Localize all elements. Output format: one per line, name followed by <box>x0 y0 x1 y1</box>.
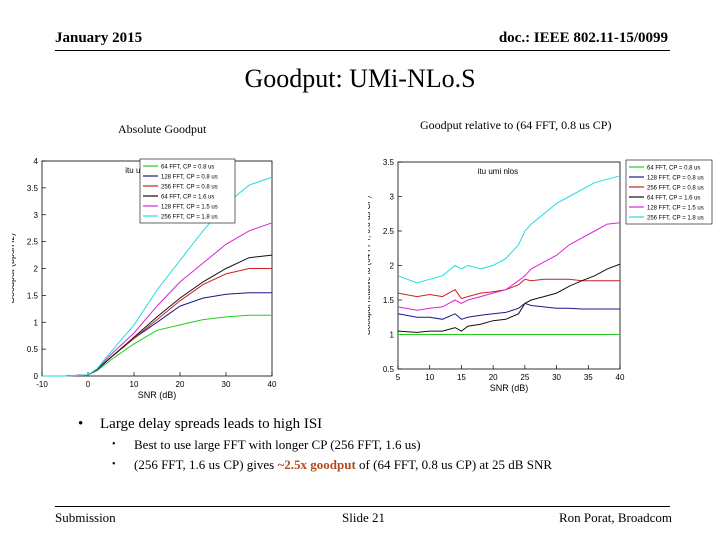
y-tick-label: 3 <box>390 193 395 202</box>
y-axis-label: Goodput relative to (64 FFT, 0.8 us CP) <box>368 195 372 335</box>
bullet-sub-2-text-a: (256 FFT, 1.6 us CP) gives <box>134 457 278 472</box>
legend-entry: 256 FFT, CP = 0.8 us <box>647 186 704 192</box>
x-tick-label: 5 <box>396 373 401 382</box>
series-line <box>397 302 620 320</box>
right-chart-label: Goodput relative to (64 FFT, 0.8 us CP) <box>420 118 612 132</box>
x-tick-label: 20 <box>176 380 185 389</box>
legend-entry: 64 FFT, CP = 1.6 us <box>647 196 700 202</box>
legend-box <box>625 159 713 225</box>
legend-entry: 128 FFT, CP = 1.5 us <box>647 206 704 212</box>
legend-entry: 256 FFT, CP = 1.8 us <box>647 216 704 222</box>
x-axis-label: SNR (dB) <box>138 390 177 400</box>
x-axis-label: SNR (dB) <box>490 383 529 393</box>
y-tick-label: 1.5 <box>27 291 39 300</box>
bullet-sub-2-highlight: ~2.5x goodput <box>277 457 356 472</box>
bullet-marker: • <box>78 416 84 432</box>
y-tick-label: 2.5 <box>383 227 395 236</box>
bullet-main-text: Large delay spreads leads to high ISI <box>100 416 323 432</box>
plot-area <box>397 161 621 370</box>
series-line <box>397 222 621 311</box>
y-tick-label: 3.5 <box>27 184 39 193</box>
y-tick-label: 0.5 <box>27 345 39 354</box>
legend-box <box>139 158 236 224</box>
bullet-main: • Large delay spreads leads to high ISI <box>78 416 552 433</box>
legend-entry: 128 FFT, CP = 0.8 us <box>161 175 218 181</box>
bullet-sub-1-text: Best to use large FFT with longer CP (25… <box>134 437 421 452</box>
legend-entry: 64 FFT, CP = 1.6 us <box>161 195 214 201</box>
bullet-sub-2-text-b: of (64 FFT, 0.8 us CP) at 25 dB SNR <box>355 457 553 472</box>
series-line <box>397 263 621 333</box>
footer-slide-number: Slide 21 <box>342 510 385 525</box>
y-axis-label: Goodput (bps/Hz) <box>12 233 16 304</box>
header-divider <box>55 50 670 51</box>
y-tick-label: 0 <box>34 372 39 381</box>
x-tick-label: -10 <box>36 380 48 389</box>
y-tick-label: 3 <box>34 211 39 220</box>
header-date: January 2015 <box>55 30 143 46</box>
legend-entry: 64 FFT, CP = 0.8 us <box>647 166 700 172</box>
legend-entry: 128 FFT, CP = 0.8 us <box>647 176 704 182</box>
series-line <box>397 175 621 284</box>
bullet-list: • Large delay spreads leads to high ISI … <box>78 416 552 473</box>
bullet-sub-1: • Best to use large FFT with longer CP (… <box>78 437 552 453</box>
y-tick-label: 1 <box>390 331 395 340</box>
y-tick-label: 1.5 <box>383 296 395 305</box>
x-tick-label: 20 <box>489 373 498 382</box>
x-tick-label: 30 <box>552 373 561 382</box>
series-line <box>397 278 620 300</box>
footer-submission: Submission <box>55 510 116 525</box>
y-tick-label: 2.5 <box>27 238 39 247</box>
x-tick-label: 40 <box>616 373 625 382</box>
bullet-marker: • <box>112 439 116 450</box>
y-tick-label: 4 <box>34 157 39 166</box>
slide-title: Goodput: UMi-NLo.S <box>244 64 476 93</box>
x-tick-label: 35 <box>584 373 593 382</box>
left-chart-label: Absolute Goodput <box>118 122 207 136</box>
bullet-marker: • <box>112 459 116 470</box>
x-tick-label: 25 <box>520 373 529 382</box>
x-tick-label: 15 <box>457 373 466 382</box>
footer-author: Ron Porat, Broadcom <box>558 510 672 525</box>
x-tick-label: 30 <box>222 380 231 389</box>
legend-entry: 256 FFT, CP = 0.8 us <box>161 185 218 191</box>
x-tick-label: 10 <box>130 380 139 389</box>
footer-divider <box>55 506 670 507</box>
y-tick-label: 2 <box>34 265 39 274</box>
x-tick-label: 10 <box>425 373 434 382</box>
legend-entry: 64 FFT, CP = 0.8 us <box>161 165 214 171</box>
y-tick-label: 2 <box>390 262 395 271</box>
relative-goodput-chart: 5 10 15 20 25 30 35 40 0.5 1 1.5 2 2.5 3 3.5 itu umi nl… <box>368 158 713 393</box>
header-doc-id: doc.: IEEE 802.11-15/0099 <box>498 30 668 46</box>
y-tick-label: 3.5 <box>383 158 395 167</box>
chart-title: itu umi nlos <box>478 167 518 176</box>
y-tick-label: 0.5 <box>383 365 395 374</box>
x-tick-label: 0 <box>86 380 91 389</box>
y-tick-label: 1 <box>34 318 39 327</box>
legend-entry: 128 FFT, CP = 1.5 us <box>161 205 218 211</box>
legend-entry: 256 FFT, CP = 1.8 us <box>161 215 218 221</box>
bullet-sub-2: • (256 FFT, 1.6 us CP) gives ~2.5x goodp… <box>78 457 552 473</box>
x-tick-label: 40 <box>268 380 277 389</box>
